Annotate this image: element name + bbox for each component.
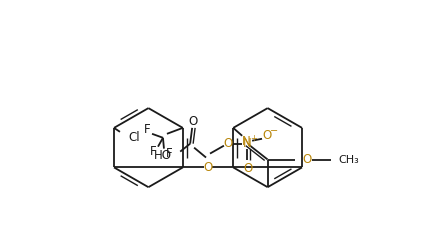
Text: O: O xyxy=(303,153,312,166)
Text: HO: HO xyxy=(154,149,172,162)
Text: N: N xyxy=(241,135,250,148)
Text: O: O xyxy=(204,161,212,174)
Text: F: F xyxy=(144,123,150,136)
Text: N: N xyxy=(243,137,252,150)
Text: −: − xyxy=(270,126,278,136)
Text: O: O xyxy=(189,115,198,128)
Text: F: F xyxy=(166,147,172,160)
Text: +: + xyxy=(251,134,258,143)
Text: F: F xyxy=(150,145,156,158)
Text: O: O xyxy=(223,137,232,150)
Text: Cl: Cl xyxy=(128,131,139,144)
Text: CH₃: CH₃ xyxy=(338,155,359,164)
Text: O: O xyxy=(262,129,272,142)
Text: O: O xyxy=(244,162,253,175)
